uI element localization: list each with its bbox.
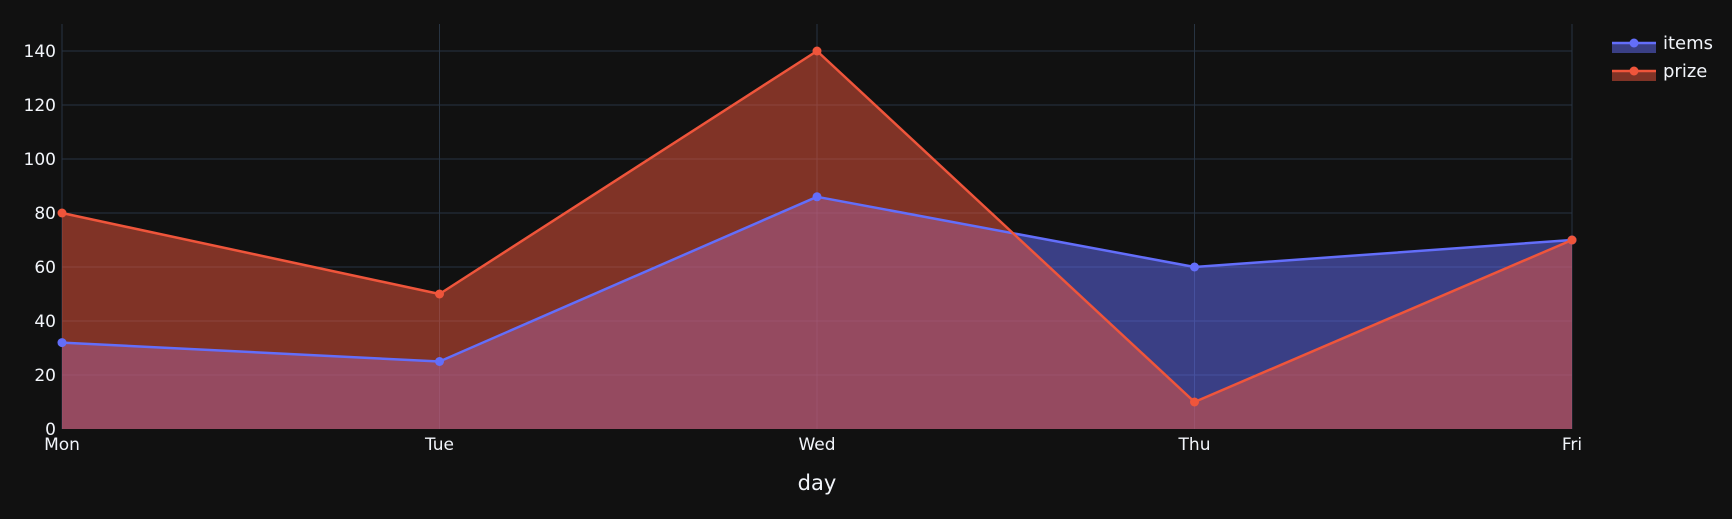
y-tick-label: 0 (45, 420, 56, 440)
data-point-items[interactable] (1190, 262, 1199, 272)
y-tick-label: 100 (24, 150, 56, 170)
x-tick-label: Tue (424, 435, 454, 455)
data-point-items[interactable] (435, 357, 444, 366)
y-tick-label: 60 (34, 258, 56, 278)
y-axis-ticks: 0 20 40 60 80 100 120 140 (24, 42, 56, 440)
data-point-prize[interactable] (435, 289, 444, 299)
legend-item-prize[interactable]: prize (1612, 61, 1707, 82)
legend-swatch-area (1612, 43, 1656, 53)
series-area-prize (62, 51, 1572, 429)
legend-swatch-marker (1629, 66, 1639, 76)
x-axis-ticks: Mon Tue Wed Thu Fri (44, 435, 1582, 455)
legend[interactable]: items prize (1612, 33, 1713, 82)
x-tick-label: Mon (44, 435, 80, 455)
x-axis-title: day (798, 471, 837, 495)
data-point-prize[interactable] (1190, 397, 1199, 407)
y-tick-label: 40 (34, 312, 56, 332)
data-point-prize[interactable] (1567, 235, 1577, 245)
data-point-prize[interactable] (57, 208, 67, 218)
series-points (57, 46, 1577, 407)
legend-label: items (1663, 33, 1713, 54)
data-point-items[interactable] (57, 338, 67, 348)
x-tick-label: Fri (1562, 435, 1582, 455)
x-tick-label: Wed (798, 435, 835, 455)
legend-label: prize (1663, 61, 1707, 82)
y-tick-label: 20 (34, 366, 56, 386)
legend-swatch-area (1612, 71, 1656, 81)
data-point-items[interactable] (812, 192, 822, 202)
x-tick-label: Thu (1178, 435, 1211, 455)
legend-item-items[interactable]: items (1612, 33, 1713, 54)
y-tick-label: 120 (24, 96, 56, 116)
legend-swatch-marker (1629, 38, 1639, 48)
series-areas (62, 51, 1572, 429)
y-tick-label: 140 (24, 42, 56, 62)
data-point-prize[interactable] (812, 46, 822, 56)
y-tick-label: 80 (34, 204, 56, 224)
